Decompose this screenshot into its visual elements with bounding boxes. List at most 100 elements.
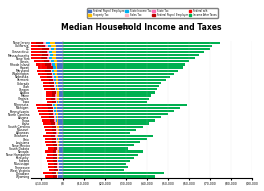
Bar bbox=[63, 45, 212, 47]
Bar bbox=[48, 147, 54, 150]
Bar bbox=[54, 147, 57, 150]
Bar bbox=[54, 60, 57, 62]
Bar bbox=[59, 147, 63, 150]
Bar bbox=[51, 48, 54, 50]
Bar bbox=[36, 63, 45, 66]
Bar bbox=[59, 163, 63, 165]
Bar bbox=[52, 104, 54, 106]
Bar bbox=[63, 73, 174, 75]
Bar bbox=[55, 82, 56, 84]
Bar bbox=[50, 85, 54, 87]
Bar bbox=[58, 163, 59, 165]
Bar bbox=[53, 107, 54, 109]
Bar bbox=[57, 144, 58, 146]
Bar bbox=[54, 113, 55, 115]
Bar bbox=[57, 91, 59, 94]
Bar bbox=[57, 116, 58, 118]
Bar bbox=[56, 79, 58, 81]
Bar bbox=[57, 70, 63, 72]
Bar bbox=[47, 76, 52, 78]
Bar bbox=[63, 91, 155, 94]
Bar bbox=[58, 150, 59, 153]
Bar bbox=[53, 157, 56, 159]
Bar bbox=[38, 73, 46, 75]
Bar bbox=[56, 76, 58, 78]
Bar bbox=[63, 60, 189, 62]
Bar bbox=[54, 169, 58, 171]
Bar bbox=[58, 76, 63, 78]
Bar bbox=[54, 70, 57, 72]
Bar bbox=[56, 132, 58, 134]
Bar bbox=[53, 76, 54, 78]
Bar bbox=[45, 45, 46, 47]
Bar bbox=[56, 101, 57, 103]
Bar bbox=[53, 144, 57, 146]
Bar bbox=[57, 147, 59, 150]
Bar bbox=[26, 45, 38, 47]
Bar bbox=[47, 101, 52, 103]
Bar bbox=[56, 125, 57, 128]
Bar bbox=[63, 94, 151, 97]
Bar bbox=[57, 166, 59, 168]
Bar bbox=[57, 125, 58, 128]
Bar bbox=[63, 51, 204, 53]
Bar bbox=[49, 54, 50, 56]
Bar bbox=[48, 110, 53, 112]
Bar bbox=[44, 125, 51, 128]
Bar bbox=[59, 132, 63, 134]
Bar bbox=[23, 41, 36, 44]
Bar bbox=[57, 122, 58, 125]
Bar bbox=[45, 150, 53, 153]
Bar bbox=[56, 119, 57, 121]
Bar bbox=[36, 104, 46, 106]
Bar bbox=[51, 45, 56, 47]
Bar bbox=[63, 66, 182, 69]
Bar bbox=[59, 154, 63, 156]
Bar bbox=[55, 63, 57, 66]
Text: 2013: 2013 bbox=[117, 25, 130, 30]
Bar bbox=[48, 57, 49, 59]
Bar bbox=[51, 125, 55, 128]
Bar bbox=[63, 129, 136, 131]
Bar bbox=[41, 119, 50, 121]
Bar bbox=[49, 82, 54, 84]
Bar bbox=[57, 119, 58, 121]
Bar bbox=[42, 54, 48, 56]
Bar bbox=[57, 98, 59, 100]
Bar bbox=[57, 63, 63, 66]
Bar bbox=[54, 154, 57, 156]
Bar bbox=[52, 101, 56, 103]
Bar bbox=[40, 51, 47, 53]
Bar bbox=[58, 113, 63, 115]
Bar bbox=[63, 160, 130, 162]
Bar bbox=[43, 82, 49, 84]
Bar bbox=[36, 41, 43, 44]
Bar bbox=[46, 41, 50, 44]
Bar bbox=[57, 157, 58, 159]
Bar bbox=[58, 73, 63, 75]
Bar bbox=[43, 172, 51, 174]
Bar bbox=[55, 88, 56, 90]
Bar bbox=[52, 138, 56, 140]
Bar bbox=[56, 113, 58, 115]
Bar bbox=[63, 172, 164, 174]
Bar bbox=[54, 82, 55, 84]
Bar bbox=[55, 119, 56, 121]
Bar bbox=[63, 157, 134, 159]
Bar bbox=[38, 66, 47, 69]
Bar bbox=[52, 76, 53, 78]
Bar bbox=[45, 138, 52, 140]
Bar bbox=[63, 41, 220, 44]
Bar bbox=[52, 141, 56, 143]
Bar bbox=[56, 150, 58, 153]
Bar bbox=[52, 57, 56, 59]
Bar bbox=[58, 175, 63, 178]
Bar bbox=[57, 60, 63, 62]
Bar bbox=[63, 107, 180, 109]
Bar bbox=[53, 110, 54, 112]
Bar bbox=[54, 85, 56, 87]
Bar bbox=[49, 57, 52, 59]
Bar bbox=[51, 73, 52, 75]
Bar bbox=[49, 116, 54, 118]
Bar bbox=[57, 154, 58, 156]
